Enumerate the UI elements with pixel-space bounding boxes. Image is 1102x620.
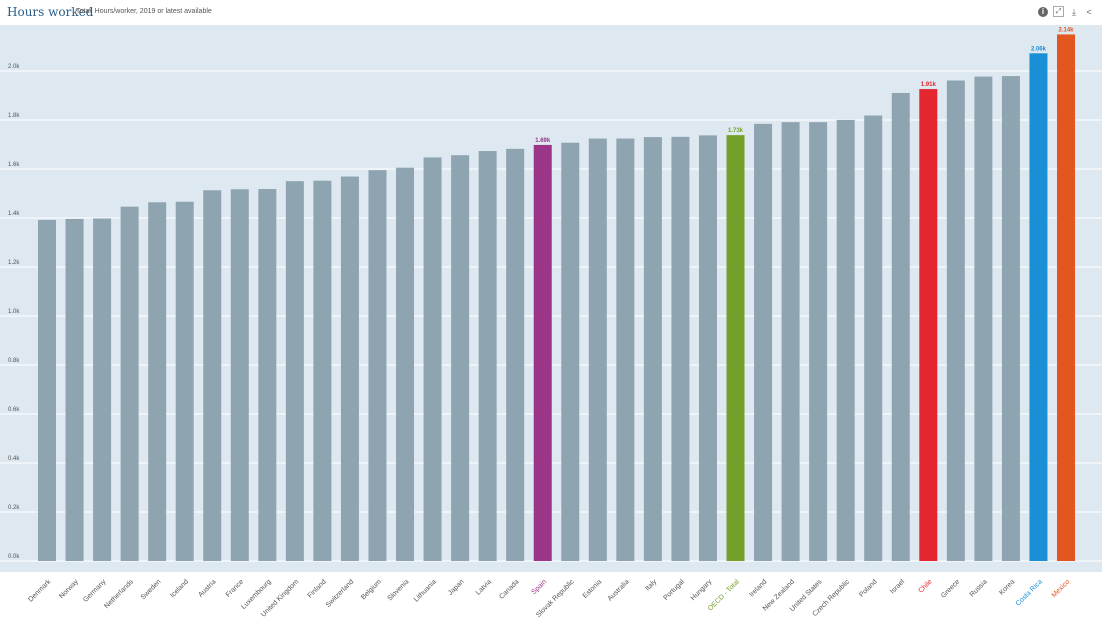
x-tick-label: Sweden bbox=[140, 578, 163, 601]
bar-latvia[interactable] bbox=[478, 151, 497, 561]
y-tick-label: 0.8k bbox=[8, 358, 20, 364]
bar-portugal[interactable] bbox=[671, 136, 690, 561]
data-label: 1.69k bbox=[535, 138, 551, 144]
bar-estonia[interactable] bbox=[588, 138, 607, 561]
x-tick-label: Ireland bbox=[748, 578, 768, 598]
bar-mexico[interactable] bbox=[1057, 34, 1075, 562]
x-tick-label: Belgium bbox=[360, 578, 383, 601]
bar-korea[interactable] bbox=[1001, 76, 1020, 562]
x-tick-label: Mexico bbox=[1051, 578, 1072, 599]
bar-united-kingdom[interactable] bbox=[285, 181, 304, 561]
y-tick-label: 0.4k bbox=[8, 456, 20, 462]
bar-russia[interactable] bbox=[974, 76, 993, 561]
bar-australia[interactable] bbox=[616, 138, 635, 561]
info-icon[interactable]: i bbox=[1038, 6, 1048, 17]
bar-slovak-republic[interactable] bbox=[561, 142, 580, 561]
bar-france[interactable] bbox=[230, 189, 249, 561]
bar-finland[interactable] bbox=[313, 180, 332, 561]
chart-header: Hours worked Total, Hours/worker, 2019 o… bbox=[0, 0, 1102, 25]
x-tick-label: Lithuania bbox=[413, 578, 438, 603]
bar-greece[interactable] bbox=[946, 80, 965, 562]
fullscreen-icon[interactable]: ⤢ bbox=[1053, 6, 1064, 17]
x-tick-label: Germany bbox=[82, 578, 108, 604]
bar-switzerland[interactable] bbox=[340, 176, 359, 561]
bar-ireland[interactable] bbox=[754, 123, 773, 562]
x-tick-label: Russia bbox=[969, 578, 989, 598]
bar-oecd-total[interactable] bbox=[726, 135, 745, 561]
y-tick-label: 1.0k bbox=[8, 309, 20, 315]
x-tick-label: Portugal bbox=[662, 578, 686, 602]
bar-germany[interactable] bbox=[93, 218, 112, 561]
x-tick-label: Spain bbox=[531, 578, 549, 596]
chart-title: Hours worked bbox=[7, 5, 94, 19]
toolbar: i ⤢ ⤓ < bbox=[1038, 6, 1094, 17]
x-tick-label: Israel bbox=[889, 578, 906, 595]
x-tick-label: Korea bbox=[998, 578, 1016, 596]
bar-chile[interactable] bbox=[919, 89, 938, 561]
x-tick-label: Costa Rica bbox=[1015, 578, 1044, 607]
data-label: 2.06k bbox=[1031, 46, 1047, 52]
bar-italy[interactable] bbox=[643, 137, 662, 561]
bar-lithuania[interactable] bbox=[423, 157, 442, 562]
y-tick-label: 1.4k bbox=[8, 211, 20, 217]
y-tick-label: 1.8k bbox=[8, 113, 20, 119]
x-tick-label: Denmark bbox=[27, 578, 52, 603]
download-icon[interactable]: ⤓ bbox=[1072, 6, 1076, 17]
bar-denmark[interactable] bbox=[38, 219, 56, 561]
bar-austria[interactable] bbox=[203, 190, 222, 561]
y-tick-label: 1.6k bbox=[8, 162, 20, 168]
bar-costa-rica[interactable] bbox=[1029, 53, 1048, 562]
x-tick-label: Latvia bbox=[475, 578, 493, 596]
x-tick-label: Hungary bbox=[690, 578, 714, 602]
x-tick-label: Iceland bbox=[169, 578, 190, 599]
data-label: 1.91k bbox=[921, 82, 937, 88]
bar-hungary[interactable] bbox=[698, 135, 717, 561]
x-tick-label: France bbox=[225, 578, 245, 598]
bar-slovenia[interactable] bbox=[396, 167, 415, 561]
x-tick-label: Estonia bbox=[582, 578, 604, 600]
bar-poland[interactable] bbox=[864, 115, 883, 561]
x-tick-label: Austria bbox=[197, 578, 217, 598]
x-tick-label: Canada bbox=[498, 578, 520, 600]
bar-czech-republic[interactable] bbox=[836, 119, 855, 561]
x-tick-label: Japan bbox=[447, 578, 466, 597]
x-tick-label: Chile bbox=[917, 578, 933, 594]
bar-new-zealand[interactable] bbox=[781, 122, 800, 562]
y-tick-label: 2.0k bbox=[8, 64, 20, 70]
x-tick-label: Australia bbox=[607, 578, 631, 602]
x-tick-label: Norway bbox=[58, 578, 80, 600]
x-tick-label: Finland bbox=[307, 578, 328, 599]
bar-canada[interactable] bbox=[506, 148, 525, 561]
x-tick-label: Greece bbox=[940, 578, 961, 599]
x-tick-label: Italy bbox=[644, 578, 658, 592]
bar-united-states[interactable] bbox=[809, 122, 828, 562]
bar-belgium[interactable] bbox=[368, 170, 387, 562]
bar-iceland[interactable] bbox=[175, 201, 194, 561]
x-tick-label: Switzerland bbox=[325, 578, 356, 609]
x-tick-label: Slovenia bbox=[386, 578, 410, 602]
share-icon[interactable]: < bbox=[1086, 6, 1092, 17]
y-tick-label: 0.2k bbox=[8, 505, 20, 511]
bar-spain[interactable] bbox=[533, 144, 552, 561]
bar-luxembourg[interactable] bbox=[258, 189, 277, 561]
data-label: 2.14k bbox=[1058, 27, 1074, 33]
chart-subtitle: Total, Hours/worker, 2019 or latest avai… bbox=[76, 8, 212, 15]
bar-sweden[interactable] bbox=[148, 202, 167, 561]
y-tick-label: 1.2k bbox=[8, 260, 20, 266]
y-tick-label: 0.0k bbox=[8, 554, 20, 560]
bar-israel[interactable] bbox=[891, 92, 910, 562]
bar-netherlands[interactable] bbox=[120, 206, 139, 562]
bar-norway[interactable] bbox=[65, 218, 84, 562]
data-label: 1.73k bbox=[728, 128, 744, 134]
bar-japan[interactable] bbox=[451, 155, 470, 561]
y-tick-label: 0.6k bbox=[8, 407, 20, 413]
x-tick-label: Poland bbox=[858, 578, 878, 598]
x-tick-label: Netherlands bbox=[103, 578, 135, 610]
